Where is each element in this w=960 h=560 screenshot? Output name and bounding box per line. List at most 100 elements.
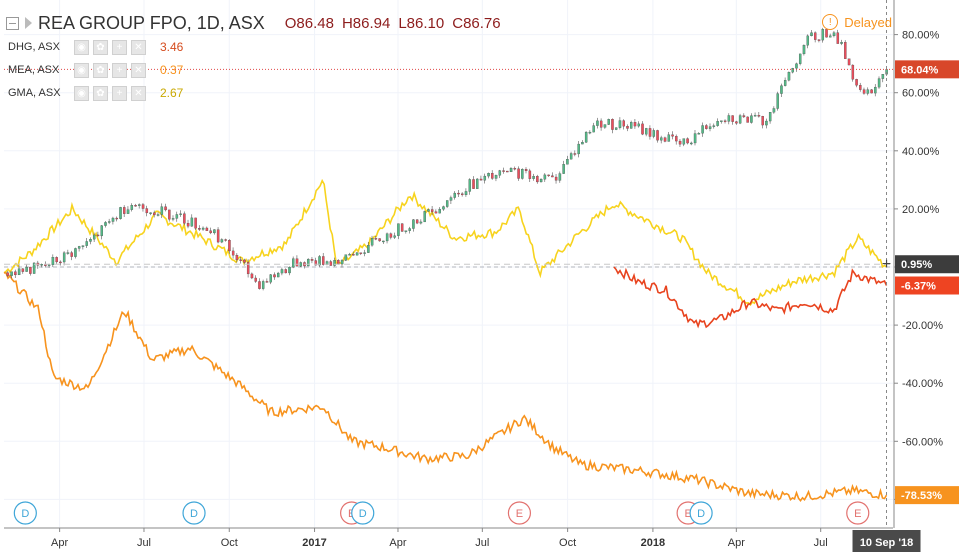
event-label: D: [190, 508, 198, 520]
candle-body: [340, 260, 344, 265]
candle-body: [569, 153, 573, 160]
candle-body: [438, 209, 441, 214]
settings-icon[interactable]: ✿: [93, 85, 108, 101]
candle-body: [374, 238, 378, 240]
candle-body: [731, 115, 734, 122]
candle-body: [539, 179, 543, 183]
candle-body: [314, 260, 318, 266]
candle-body: [205, 227, 209, 231]
eye-icon[interactable]: ◉: [74, 62, 89, 78]
x-tick-label: Jul: [475, 537, 489, 549]
candle-body: [870, 89, 873, 94]
plus-icon[interactable]: +: [112, 62, 127, 78]
event-marker-e: [507, 501, 532, 525]
candle-body: [787, 72, 791, 81]
candle-body: [802, 45, 806, 55]
settings-icon[interactable]: ✿: [93, 39, 108, 55]
legend-value: 3.46: [160, 40, 184, 54]
collapse-icon[interactable]: [6, 16, 19, 30]
candle-body: [329, 261, 333, 266]
candle-body: [400, 223, 404, 232]
candle-body: [847, 58, 851, 66]
candle-body: [179, 213, 182, 215]
candle-body: [307, 259, 310, 267]
event-label: D: [21, 508, 29, 520]
close-icon[interactable]: ✕: [131, 39, 146, 55]
candle-body: [825, 29, 828, 38]
plus-icon[interactable]: +: [112, 85, 127, 101]
eye-icon[interactable]: ◉: [74, 39, 89, 55]
candle-body: [866, 89, 870, 94]
candle-body: [276, 272, 280, 278]
candle-body: [757, 115, 761, 117]
event-label: E: [854, 508, 861, 520]
event-marker-d: [351, 501, 375, 525]
price-label: -6.37%: [901, 281, 936, 293]
candle-body: [408, 228, 411, 231]
candle-body: [96, 234, 100, 237]
candle-body: [735, 121, 738, 124]
plus-icon[interactable]: +: [112, 39, 127, 55]
candle-body: [370, 238, 374, 246]
x-tick-label: Jul: [137, 537, 151, 549]
candle-body: [750, 115, 753, 123]
candle-body: [322, 256, 325, 265]
delayed-badge[interactable]: ! Delayed: [822, 14, 892, 30]
candle-body: [265, 281, 269, 283]
candle-body: [156, 214, 160, 216]
candle-body: [333, 260, 336, 266]
price-label-box: [895, 486, 959, 505]
candle-body: [382, 240, 385, 243]
y-tick-label: 80.00%: [902, 30, 940, 42]
candle-body: [498, 170, 502, 176]
candle-body: [686, 138, 689, 144]
candle-body: [115, 217, 119, 220]
flag-icon[interactable]: [25, 17, 32, 29]
candle-body: [814, 32, 817, 40]
legend-row-dhg[interactable]: DHG, ASX ◉ ✿ + ✕ 3.46: [8, 39, 184, 55]
candle-body: [164, 206, 167, 211]
candle-body: [367, 245, 370, 253]
settings-icon[interactable]: ✿: [93, 62, 108, 78]
y-tick-label: -20.00%: [902, 320, 943, 332]
series-line-mea: [3, 272, 888, 503]
legend-row-mea[interactable]: MEA, ASX ◉ ✿ + ✕ 0.37: [8, 62, 184, 78]
candle-body: [89, 239, 92, 242]
x-tick-label: Jul: [814, 537, 828, 549]
price-label: 0.95%: [901, 259, 932, 271]
candle-body: [464, 191, 468, 196]
candle-body: [562, 164, 565, 174]
candle-body: [532, 176, 535, 179]
candle-body: [742, 115, 746, 118]
close-value: C86.76: [452, 14, 501, 32]
candle-body: [810, 32, 813, 37]
candle-body: [855, 79, 858, 86]
candle-body: [727, 115, 731, 122]
candle-body: [524, 169, 528, 172]
candle-body: [100, 225, 103, 237]
x-tick-label: Oct: [221, 537, 238, 549]
legend-row-gma[interactable]: GMA, ASX ◉ ✿ + ✕ 2.67: [8, 85, 184, 101]
eye-icon[interactable]: ◉: [74, 85, 89, 101]
high-value: H86.94: [341, 14, 391, 32]
candle-body: [723, 120, 727, 122]
close-icon[interactable]: ✕: [131, 85, 146, 101]
candle-body: [243, 259, 246, 263]
candle-body: [678, 140, 682, 145]
candle-body: [348, 254, 351, 256]
y-tick-label: 40.00%: [902, 146, 940, 158]
candle-body: [363, 252, 366, 254]
price-label-box: [895, 255, 959, 274]
close-icon[interactable]: ✕: [131, 62, 146, 78]
candle-body: [149, 212, 152, 214]
candle-body: [104, 222, 107, 226]
candle-body: [566, 159, 569, 165]
candle-body: [21, 268, 25, 272]
candle-body: [521, 169, 524, 179]
candle-body: [656, 130, 659, 141]
candle-body: [442, 206, 445, 210]
candle-body: [419, 221, 423, 224]
candle-body: [138, 204, 141, 206]
candle-body: [599, 120, 603, 128]
